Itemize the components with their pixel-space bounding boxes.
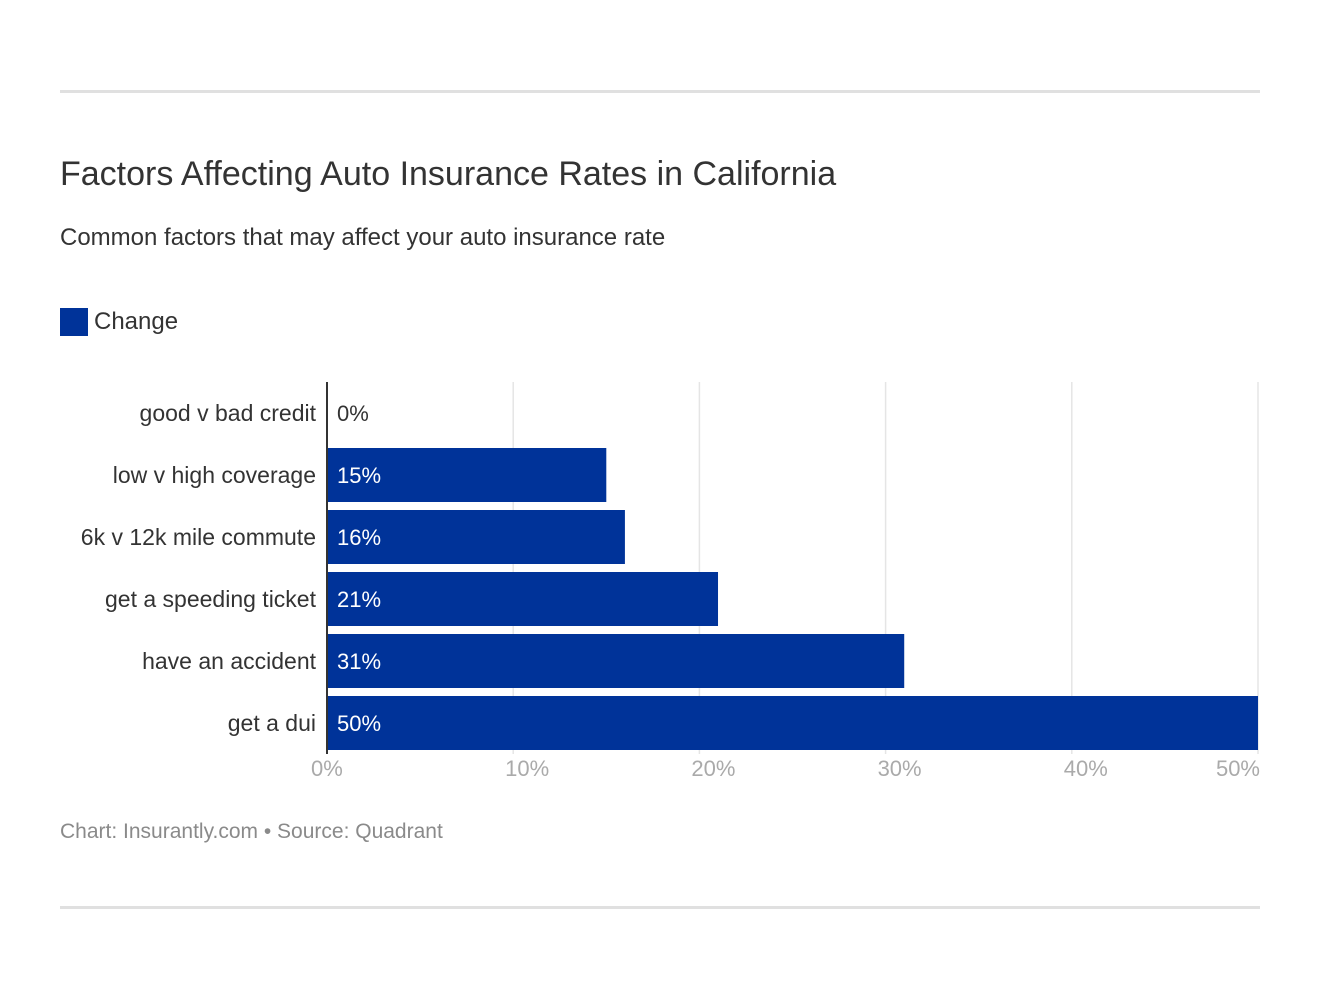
- bar: [327, 572, 719, 626]
- chart-title: Factors Affecting Auto Insurance Rates i…: [60, 155, 837, 193]
- x-tick-label: 0%: [311, 756, 343, 781]
- x-tick-label: 50%: [1216, 756, 1260, 781]
- chart-credit: Chart: Insurantly.com • Source: Quadrant: [60, 820, 443, 843]
- bar: [327, 510, 625, 564]
- data-label: 0%: [337, 401, 369, 426]
- data-label: 31%: [337, 649, 381, 674]
- category-label: 6k v 12k mile commute: [81, 524, 316, 550]
- category-label: good v bad credit: [140, 400, 317, 426]
- x-tick-label: 40%: [1064, 756, 1108, 781]
- data-label: 16%: [337, 525, 381, 550]
- bar: [327, 634, 905, 688]
- x-tick-label: 10%: [505, 756, 549, 781]
- category-label: get a speeding ticket: [105, 586, 317, 612]
- bar: [327, 696, 1258, 750]
- top-divider: [60, 90, 1260, 93]
- data-label: 15%: [337, 463, 381, 488]
- category-label: low v high coverage: [113, 462, 316, 488]
- bottom-divider: [60, 906, 1260, 909]
- x-tick-label: 20%: [691, 756, 735, 781]
- bar: [327, 448, 607, 502]
- x-tick-label: 30%: [878, 756, 922, 781]
- category-label: have an accident: [142, 648, 317, 674]
- data-label: 21%: [337, 587, 381, 612]
- bar-chart: 0% 10% 20% 30% 40% 50% good v bad credit 0% low …: [81, 382, 1260, 781]
- data-label: 50%: [337, 711, 381, 736]
- legend-swatch: [60, 308, 88, 336]
- legend: Change: [60, 308, 178, 336]
- chart-subtitle: Common factors that may affect your auto…: [60, 224, 666, 251]
- category-label: get a dui: [228, 710, 316, 736]
- legend-label: Change: [94, 308, 179, 335]
